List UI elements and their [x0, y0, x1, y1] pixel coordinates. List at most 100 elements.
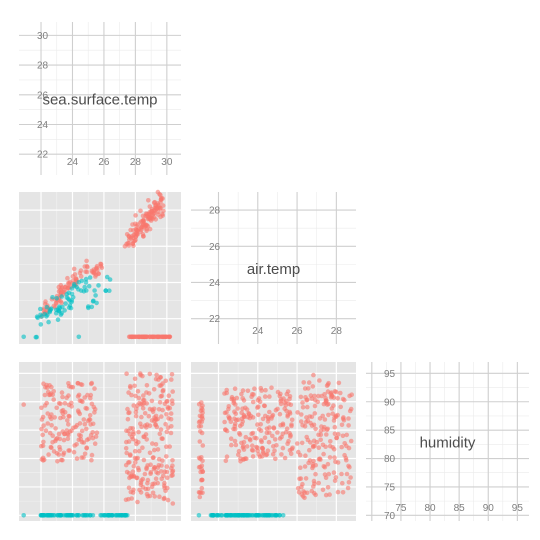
data-point [38, 322, 44, 327]
data-point [170, 458, 175, 463]
data-point [70, 384, 76, 390]
data-point [41, 439, 46, 445]
point-layer [21, 189, 355, 518]
data-point [60, 407, 66, 413]
data-point [275, 389, 281, 395]
data-point [222, 410, 228, 416]
data-point [343, 455, 349, 461]
data-point [159, 436, 164, 441]
data-point [161, 473, 166, 479]
data-point [65, 436, 71, 442]
data-point [33, 334, 39, 340]
data-point [133, 413, 139, 419]
data-point [128, 385, 133, 390]
data-point [54, 405, 59, 411]
data-point [267, 513, 272, 518]
data-point [288, 451, 294, 457]
data-point [236, 448, 242, 454]
data-point [133, 393, 138, 399]
data-point [302, 464, 308, 469]
data-point [46, 392, 52, 398]
data-point [277, 411, 283, 417]
data-point [45, 411, 50, 416]
data-point [86, 304, 91, 309]
data-point [69, 400, 74, 406]
data-point [104, 274, 110, 280]
data-point [346, 480, 352, 485]
data-point [134, 406, 139, 412]
data-point [331, 418, 337, 423]
data-point [163, 488, 168, 494]
data-point [77, 270, 83, 276]
data-point [89, 304, 95, 310]
data-point [170, 468, 176, 474]
data-point [348, 475, 353, 480]
data-point [130, 426, 135, 431]
data-point [127, 460, 132, 465]
data-point [82, 451, 88, 457]
data-point [59, 311, 64, 316]
data-point [295, 441, 300, 446]
data-point [125, 406, 130, 412]
data-point [303, 476, 309, 481]
data-point [335, 489, 341, 495]
data-point [122, 244, 128, 249]
x-tick-label: 26 [98, 157, 110, 168]
data-point [226, 404, 232, 409]
data-point [78, 382, 83, 387]
data-point [234, 395, 240, 401]
data-point [40, 432, 45, 438]
y-tick-label: 22 [209, 314, 221, 325]
data-point [92, 288, 97, 293]
data-point [258, 438, 264, 443]
data-point [165, 475, 170, 481]
x-tick-label: 24 [67, 157, 79, 168]
data-point [98, 261, 104, 267]
data-point [300, 423, 305, 428]
data-point [145, 481, 150, 486]
data-point [127, 431, 133, 437]
data-point [47, 308, 53, 314]
data-point [235, 513, 240, 518]
data-point [334, 435, 340, 441]
data-point [240, 513, 246, 518]
data-point [56, 431, 62, 437]
data-point [310, 465, 315, 471]
data-point [53, 426, 58, 431]
data-point [21, 513, 27, 518]
data-point [55, 459, 60, 464]
data-point [70, 274, 76, 279]
data-point [144, 383, 150, 388]
data-point [258, 422, 264, 427]
data-point [263, 413, 268, 419]
data-point [155, 334, 160, 340]
data-point [196, 419, 202, 425]
data-point [170, 389, 175, 394]
data-point [140, 373, 145, 379]
data-point [138, 421, 143, 427]
data-point [139, 219, 144, 224]
data-point [279, 452, 284, 457]
data-point [340, 416, 346, 422]
data-point [336, 380, 342, 386]
data-point [86, 417, 92, 422]
data-point [316, 432, 321, 438]
data-point [53, 437, 59, 442]
data-point [233, 442, 239, 448]
label-layer: sea.surface.temp 22 24 24 26 26 28 28 30 30 air.te… [37, 31, 523, 522]
data-point [330, 411, 336, 417]
data-point [250, 443, 255, 449]
data-point [243, 405, 248, 411]
data-point [251, 392, 256, 397]
data-point [266, 439, 272, 445]
data-point [85, 392, 90, 398]
data-point [66, 384, 72, 389]
data-point [81, 417, 87, 422]
data-point [299, 412, 304, 417]
data-point [277, 513, 283, 518]
data-point [146, 198, 151, 203]
data-point [227, 513, 233, 518]
diagonal-panel-2 [191, 192, 356, 344]
data-point [289, 446, 295, 452]
data-point [84, 445, 89, 451]
